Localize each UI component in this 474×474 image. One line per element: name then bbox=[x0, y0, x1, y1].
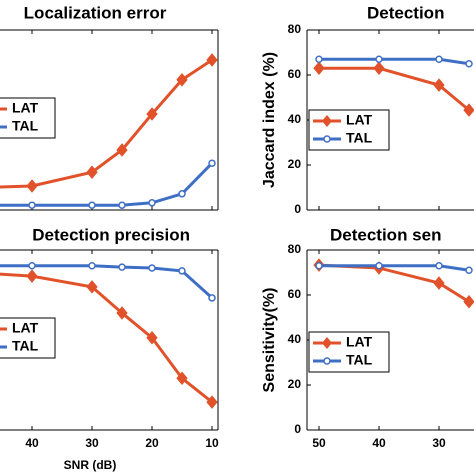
point bbox=[148, 264, 156, 272]
point bbox=[435, 262, 443, 270]
point bbox=[148, 199, 156, 207]
point bbox=[206, 395, 218, 409]
y-tick-label: 40 bbox=[288, 332, 302, 346]
point bbox=[26, 269, 38, 283]
point bbox=[315, 55, 323, 63]
y-tick-label: 60 bbox=[288, 67, 302, 81]
point bbox=[118, 201, 126, 209]
line bbox=[319, 66, 470, 112]
point bbox=[28, 262, 36, 270]
point bbox=[463, 294, 474, 309]
point bbox=[176, 371, 188, 386]
legend-box bbox=[308, 109, 390, 151]
y-tick-label: 0 bbox=[294, 422, 301, 436]
point bbox=[88, 201, 96, 209]
y-tick-label: 80 bbox=[288, 22, 302, 36]
y-axis-label: Sensitivity(%) bbox=[261, 288, 278, 393]
point bbox=[465, 266, 473, 274]
point bbox=[26, 179, 38, 193]
legend-label: TAL bbox=[12, 338, 39, 354]
chart-title: Detection sen bbox=[330, 225, 441, 244]
chart-title: Detection precision bbox=[32, 225, 190, 244]
legend-label: LAT bbox=[12, 320, 39, 336]
y-tick-label: 60 bbox=[288, 287, 302, 301]
point bbox=[433, 276, 445, 290]
legend-box bbox=[308, 331, 390, 373]
legend-label: TAL bbox=[346, 130, 373, 146]
point bbox=[208, 159, 216, 167]
legend-marker bbox=[322, 115, 332, 127]
point bbox=[116, 306, 128, 320]
point bbox=[465, 60, 473, 68]
line bbox=[319, 57, 470, 66]
x-tick-label: 30 bbox=[432, 436, 446, 450]
legend-label: LAT bbox=[346, 112, 373, 128]
legend-marker bbox=[322, 337, 332, 349]
point bbox=[118, 263, 126, 271]
x-tick-label: 40 bbox=[25, 436, 39, 450]
point bbox=[375, 55, 383, 63]
y-axis-label: Jaccard index (%) bbox=[261, 52, 278, 188]
point bbox=[176, 73, 188, 87]
legend-label: LAT bbox=[12, 100, 39, 116]
point bbox=[178, 190, 186, 198]
point bbox=[146, 330, 158, 345]
point bbox=[433, 78, 445, 92]
x-tick-label: 20 bbox=[145, 436, 159, 450]
line bbox=[319, 264, 470, 272]
point bbox=[28, 201, 36, 209]
point bbox=[116, 143, 128, 157]
legend-label: TAL bbox=[346, 352, 373, 368]
chart-title: Detection bbox=[367, 3, 444, 22]
legend-marker bbox=[323, 135, 331, 143]
legend-label: LAT bbox=[346, 334, 373, 350]
point bbox=[375, 262, 383, 270]
point bbox=[373, 61, 385, 76]
x-tick-label: 30 bbox=[85, 436, 99, 450]
y-tick-label: 20 bbox=[288, 157, 302, 171]
point bbox=[88, 262, 96, 270]
y-tick-label: 0 bbox=[294, 202, 301, 216]
point bbox=[313, 61, 325, 76]
y-tick-label: 40 bbox=[288, 112, 302, 126]
point bbox=[463, 103, 474, 117]
x-tick-label: 50 bbox=[312, 436, 326, 450]
legend-marker bbox=[323, 357, 331, 365]
point bbox=[208, 294, 216, 302]
point bbox=[146, 107, 158, 121]
x-tick-label: 10 bbox=[205, 436, 219, 450]
legend-label: TAL bbox=[12, 118, 39, 134]
x-axis-label: SNR (dB) bbox=[64, 458, 117, 472]
y-tick-label: 20 bbox=[288, 377, 302, 391]
chart-title: Localization error bbox=[24, 3, 167, 22]
x-tick-label: 40 bbox=[372, 436, 386, 450]
legend-box bbox=[0, 317, 56, 359]
point bbox=[178, 267, 186, 275]
y-tick-label: 80 bbox=[288, 242, 302, 256]
point bbox=[86, 165, 98, 179]
legend-box bbox=[0, 97, 56, 139]
point bbox=[86, 280, 98, 294]
line bbox=[318, 263, 470, 304]
point bbox=[435, 55, 443, 63]
point bbox=[315, 262, 323, 270]
point bbox=[206, 53, 218, 67]
